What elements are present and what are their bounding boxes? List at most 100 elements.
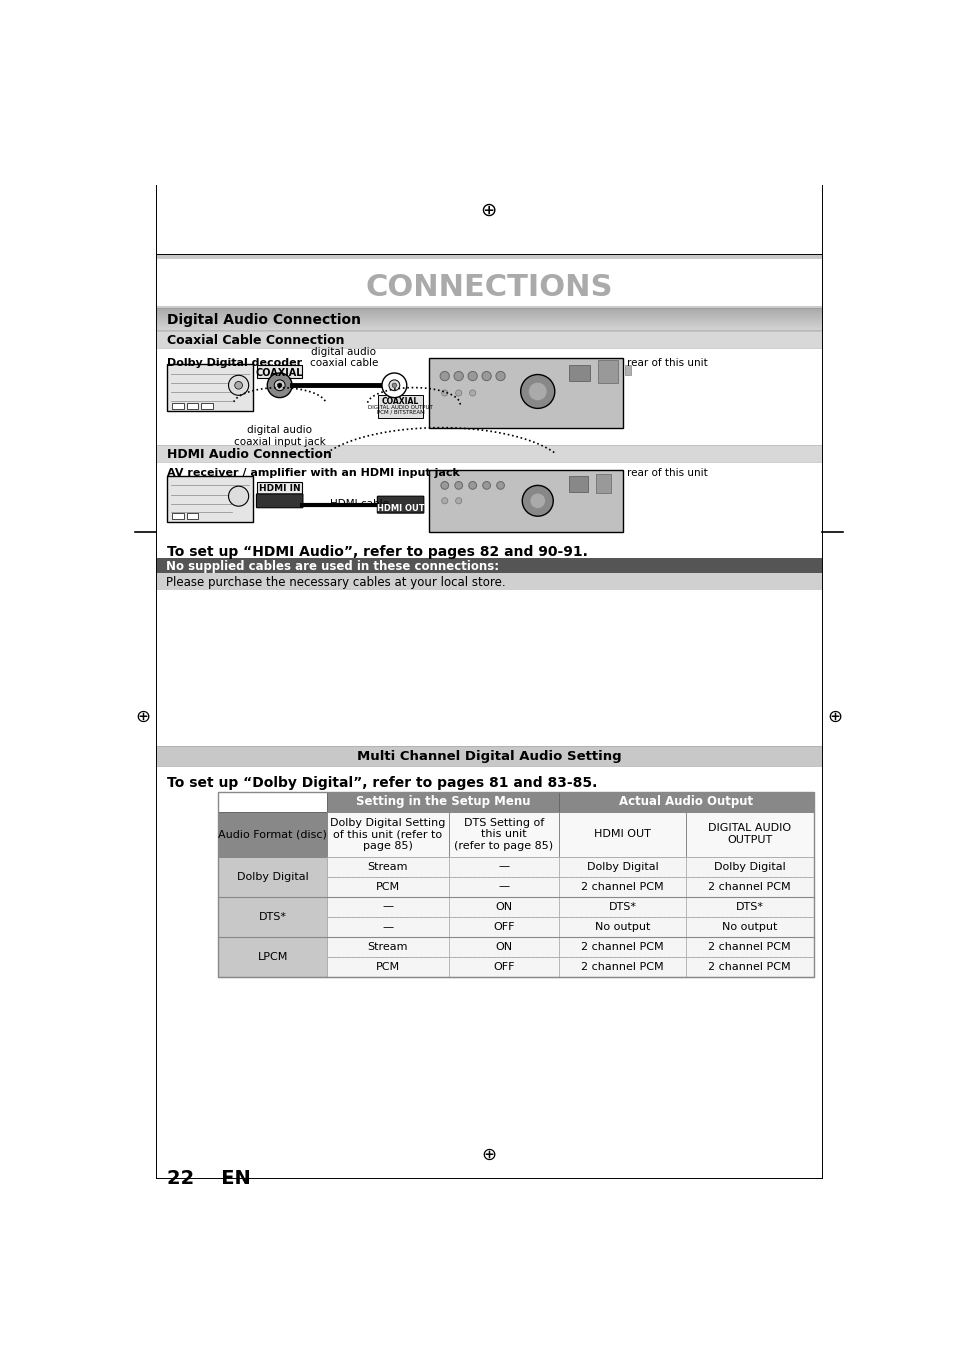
Text: Stream: Stream	[367, 942, 408, 952]
Text: 22    EN: 22 EN	[167, 1169, 251, 1188]
Text: Digital Audio Connection: Digital Audio Connection	[167, 313, 361, 327]
Bar	[558, 896, 685, 917]
Circle shape	[456, 498, 461, 504]
Bar	[448, 876, 558, 896]
Bar	[685, 937, 813, 957]
Text: digital audio
coaxial input jack: digital audio coaxial input jack	[233, 425, 325, 447]
Circle shape	[274, 379, 285, 390]
Bar	[558, 957, 685, 976]
Text: DTS*: DTS*	[735, 902, 763, 911]
Bar	[167, 477, 253, 522]
Bar	[448, 957, 558, 976]
Circle shape	[441, 498, 447, 504]
Text: No output: No output	[595, 922, 650, 931]
Text: 2 channel PCM: 2 channel PCM	[708, 882, 790, 891]
Bar	[218, 937, 327, 976]
Circle shape	[234, 382, 242, 389]
Bar	[155, 745, 821, 765]
FancyBboxPatch shape	[256, 494, 303, 508]
Bar	[155, 306, 821, 308]
Text: COAXIAL: COAXIAL	[381, 397, 418, 406]
Bar	[685, 876, 813, 896]
Text: To set up “Dolby Digital”, refer to pages 81 and 83-85.: To set up “Dolby Digital”, refer to page…	[167, 776, 597, 791]
Text: DTS Setting of
this unit
(refer to page 85): DTS Setting of this unit (refer to page …	[454, 818, 553, 850]
Circle shape	[481, 371, 491, 381]
Bar	[685, 896, 813, 917]
Circle shape	[468, 482, 476, 489]
Text: ⊕: ⊕	[480, 200, 497, 219]
Circle shape	[455, 482, 462, 489]
Bar	[155, 574, 821, 590]
Bar	[568, 364, 590, 382]
Bar	[685, 811, 813, 856]
Text: AV receiver / amplifier with an HDMI input jack: AV receiver / amplifier with an HDMI inp…	[167, 468, 459, 478]
Circle shape	[521, 486, 553, 516]
Bar	[558, 811, 685, 856]
Bar	[448, 896, 558, 917]
Bar	[167, 363, 253, 412]
Circle shape	[439, 371, 449, 381]
Text: DIGITAL AUDIO
OUTPUT: DIGITAL AUDIO OUTPUT	[707, 824, 790, 845]
Circle shape	[496, 371, 505, 381]
Bar	[624, 364, 630, 375]
Text: rear of this unit: rear of this unit	[627, 468, 707, 478]
Text: HDMI OUT: HDMI OUT	[594, 829, 650, 840]
Bar	[377, 394, 422, 417]
Bar	[155, 258, 821, 306]
Bar	[218, 792, 813, 976]
Circle shape	[530, 493, 545, 509]
Text: DIGITAL AUDIO OUTPUT: DIGITAL AUDIO OUTPUT	[368, 405, 433, 410]
Circle shape	[229, 486, 249, 506]
Text: PCM / BITSTREAM: PCM / BITSTREAM	[376, 410, 424, 414]
Bar	[685, 917, 813, 937]
Bar	[558, 876, 685, 896]
Text: Dolby Digital Setting
of this unit (refer to
page 85): Dolby Digital Setting of this unit (refe…	[330, 818, 445, 850]
Text: Dolby Digital: Dolby Digital	[713, 861, 784, 872]
Bar	[558, 937, 685, 957]
Bar	[327, 792, 558, 811]
Text: HDMI IN: HDMI IN	[258, 485, 300, 493]
Text: ON: ON	[495, 902, 512, 911]
Circle shape	[392, 383, 396, 387]
Circle shape	[277, 383, 282, 387]
Text: ⊕: ⊕	[134, 707, 150, 725]
Text: No supplied cables are used in these connections:: No supplied cables are used in these con…	[166, 560, 498, 572]
Text: Audio Format (disc): Audio Format (disc)	[218, 829, 327, 840]
Bar	[257, 366, 302, 378]
Text: Multi Channel Digital Audio Setting: Multi Channel Digital Audio Setting	[356, 751, 620, 763]
Bar	[558, 856, 685, 876]
Text: LPCM: LPCM	[257, 952, 288, 961]
Text: PCM: PCM	[375, 961, 399, 972]
Bar	[218, 896, 327, 937]
Circle shape	[468, 371, 476, 381]
Bar	[598, 360, 617, 383]
Circle shape	[469, 390, 476, 396]
FancyBboxPatch shape	[377, 497, 423, 513]
Bar	[257, 482, 302, 494]
Bar	[155, 258, 821, 306]
Text: Dolby Digital: Dolby Digital	[586, 861, 658, 872]
Bar	[155, 745, 821, 765]
Text: —: —	[498, 861, 509, 872]
Bar	[201, 404, 213, 409]
Text: DTS*: DTS*	[258, 911, 287, 922]
Circle shape	[267, 373, 292, 398]
Bar	[218, 856, 327, 896]
Text: Dolby Digital decoder: Dolby Digital decoder	[167, 358, 302, 367]
Bar	[155, 558, 821, 574]
Text: Stream: Stream	[367, 861, 408, 872]
Text: CONNECTIONS: CONNECTIONS	[365, 273, 612, 302]
Text: Please purchase the necessary cables at your local store.: Please purchase the necessary cables at …	[166, 576, 505, 589]
Bar	[685, 856, 813, 876]
Text: OFF: OFF	[493, 922, 515, 931]
Circle shape	[482, 482, 490, 489]
Text: HDMI OUT: HDMI OUT	[376, 504, 424, 513]
Bar	[558, 917, 685, 937]
Text: COAXIAL: COAXIAL	[255, 369, 303, 378]
Bar	[568, 477, 587, 491]
Bar	[448, 811, 558, 856]
Text: —: —	[382, 922, 393, 931]
Bar	[448, 937, 558, 957]
Bar	[327, 957, 448, 976]
Bar	[218, 811, 327, 856]
